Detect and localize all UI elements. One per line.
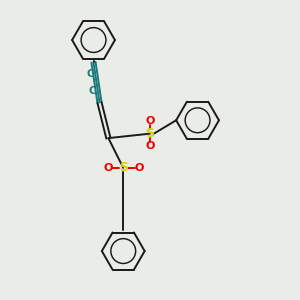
Text: O: O [134, 163, 143, 173]
Text: O: O [103, 163, 112, 173]
Text: S: S [119, 161, 128, 174]
Text: O: O [145, 116, 155, 126]
Text: O: O [145, 141, 155, 151]
Text: C: C [88, 86, 96, 96]
Text: S: S [146, 127, 154, 140]
Text: C: C [86, 69, 94, 79]
